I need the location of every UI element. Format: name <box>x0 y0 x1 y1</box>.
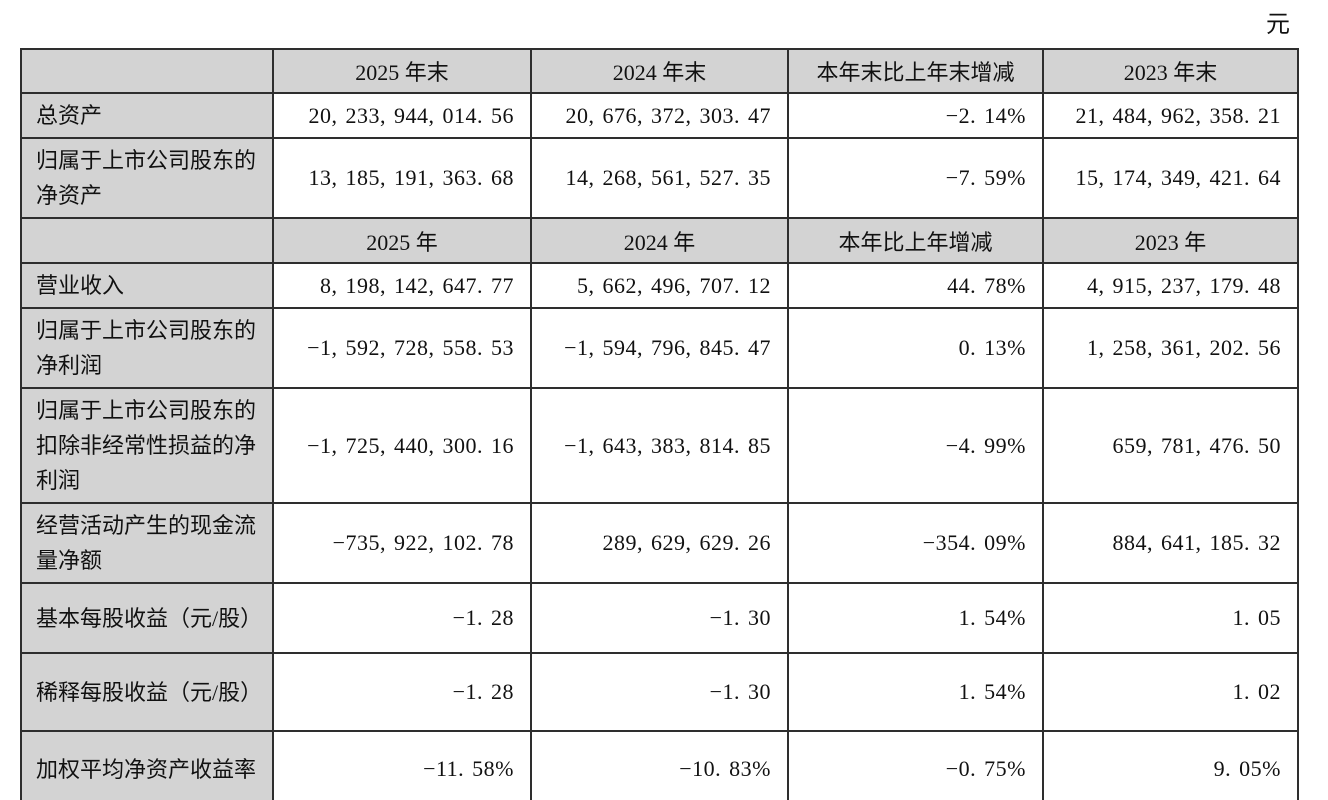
column-header-2024: 2024 年 <box>530 217 789 264</box>
value-cell: 659, 781, 476. 50 <box>1042 387 1299 504</box>
value-cell: −7. 59% <box>787 137 1044 219</box>
table-row-operating-revenue: 营业收入 8, 198, 142, 647. 77 5, 662, 496, 7… <box>20 262 1299 309</box>
value-cell: 884, 641, 185. 32 <box>1042 502 1299 584</box>
value-cell: 1. 54% <box>787 582 1044 654</box>
value-cell: 20, 233, 944, 014. 56 <box>272 92 532 139</box>
value-cell: 20, 676, 372, 303. 47 <box>530 92 789 139</box>
value-cell: −1. 28 <box>272 652 532 732</box>
table-row-net-profit-attributable: 归属于上市公司股东的净利润 −1, 592, 728, 558. 53 −1, … <box>20 307 1299 389</box>
value-cell: 0. 13% <box>787 307 1044 389</box>
value-cell: −1, 592, 728, 558. 53 <box>272 307 532 389</box>
column-header-2025: 2025 年 <box>272 217 532 264</box>
value-cell: −354. 09% <box>787 502 1044 584</box>
column-header-2023: 2023 年 <box>1042 217 1299 264</box>
row-label: 基本每股收益（元/股） <box>20 582 274 654</box>
value-cell: −735, 922, 102. 78 <box>272 502 532 584</box>
row-label: 稀释每股收益（元/股） <box>20 652 274 732</box>
table-header-row-year: 2025 年 2024 年 本年比上年增减 2023 年 <box>20 217 1299 264</box>
value-cell: −10. 83% <box>530 730 789 800</box>
column-header-yoy-year-end-change: 本年末比上年末增减 <box>787 48 1044 94</box>
header-cell-blank <box>20 217 274 264</box>
value-cell: 15, 174, 349, 421. 64 <box>1042 137 1299 219</box>
column-header-yoy-change: 本年比上年增减 <box>787 217 1044 264</box>
column-header-2025-year-end: 2025 年末 <box>272 48 532 94</box>
table-row-net-assets-attributable: 归属于上市公司股东的净资产 13, 185, 191, 363. 68 14, … <box>20 137 1299 219</box>
value-cell: 4, 915, 237, 179. 48 <box>1042 262 1299 309</box>
financial-summary-table: 2025 年末 2024 年末 本年末比上年末增减 2023 年末 总资产 20… <box>20 48 1299 800</box>
table-row-weighted-avg-roe: 加权平均净资产收益率 −11. 58% −10. 83% −0. 75% 9. … <box>20 730 1299 800</box>
value-cell: −0. 75% <box>787 730 1044 800</box>
value-cell: 21, 484, 962, 358. 21 <box>1042 92 1299 139</box>
value-cell: 13, 185, 191, 363. 68 <box>272 137 532 219</box>
value-cell: 9. 05% <box>1042 730 1299 800</box>
row-label: 经营活动产生的现金流量净额 <box>20 502 274 584</box>
header-cell-blank <box>20 48 274 94</box>
table-header-row-year-end: 2025 年末 2024 年末 本年末比上年末增减 2023 年末 <box>20 48 1299 94</box>
value-cell: 44. 78% <box>787 262 1044 309</box>
value-cell: −1. 30 <box>530 582 789 654</box>
column-header-2024-year-end: 2024 年末 <box>530 48 789 94</box>
row-label: 归属于上市公司股东的扣除非经常性损益的净利润 <box>20 387 274 504</box>
value-cell: −2. 14% <box>787 92 1044 139</box>
value-cell: −1, 643, 383, 814. 85 <box>530 387 789 504</box>
table-row-basic-eps: 基本每股收益（元/股） −1. 28 −1. 30 1. 54% 1. 05 <box>20 582 1299 654</box>
value-cell: −1. 30 <box>530 652 789 732</box>
value-cell: 5, 662, 496, 707. 12 <box>530 262 789 309</box>
value-cell: −1. 28 <box>272 582 532 654</box>
row-label: 总资产 <box>20 92 274 139</box>
table-row-total-assets: 总资产 20, 233, 944, 014. 56 20, 676, 372, … <box>20 92 1299 139</box>
row-label: 归属于上市公司股东的净利润 <box>20 307 274 389</box>
value-cell: −11. 58% <box>272 730 532 800</box>
value-cell: 14, 268, 561, 527. 35 <box>530 137 789 219</box>
value-cell: −1, 594, 796, 845. 47 <box>530 307 789 389</box>
value-cell: 1. 05 <box>1042 582 1299 654</box>
value-cell: −4. 99% <box>787 387 1044 504</box>
table-row-net-profit-excl-nonrecurring: 归属于上市公司股东的扣除非经常性损益的净利润 −1, 725, 440, 300… <box>20 387 1299 504</box>
value-cell: 1. 02 <box>1042 652 1299 732</box>
value-cell: 289, 629, 629. 26 <box>530 502 789 584</box>
row-label: 归属于上市公司股东的净资产 <box>20 137 274 219</box>
value-cell: 1, 258, 361, 202. 56 <box>1042 307 1299 389</box>
row-label: 加权平均净资产收益率 <box>20 730 274 800</box>
value-cell: 8, 198, 142, 647. 77 <box>272 262 532 309</box>
column-header-2023-year-end: 2023 年末 <box>1042 48 1299 94</box>
row-label: 营业收入 <box>20 262 274 309</box>
currency-unit-label: 元 <box>1266 12 1290 38</box>
table-row-operating-cash-flow: 经营活动产生的现金流量净额 −735, 922, 102. 78 289, 62… <box>20 502 1299 584</box>
value-cell: −1, 725, 440, 300. 16 <box>272 387 532 504</box>
table-row-diluted-eps: 稀释每股收益（元/股） −1. 28 −1. 30 1. 54% 1. 02 <box>20 652 1299 732</box>
value-cell: 1. 54% <box>787 652 1044 732</box>
